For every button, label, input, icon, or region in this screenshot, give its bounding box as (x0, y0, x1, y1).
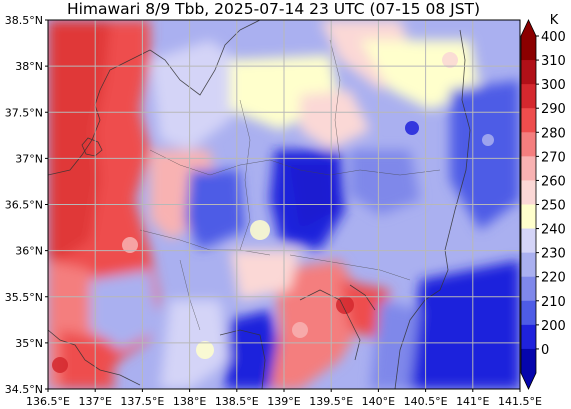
map-grid (48, 20, 520, 389)
colorbar-label: 210 (541, 295, 566, 310)
x-tick-label: 137°E (78, 395, 111, 408)
x-tick-label: 137.5°E (120, 395, 164, 408)
y-tick-label: 37.5°N (5, 106, 43, 119)
y-axis: 38.5°N 38°N 37.5°N 37°N 36.5°N 36°N 35.5°N 35°N… (5, 14, 48, 396)
x-tick-label: 139.5°E (309, 395, 353, 408)
colorbar-segment (521, 276, 536, 302)
colorbar: 400 310 300 290 280 270 260 250 240 230 220 210 200 0… (520, 13, 566, 390)
y-tick-label: 35.5°N (5, 291, 43, 304)
colorbar-label: 280 (541, 126, 566, 141)
colorbar-segment (521, 300, 536, 326)
colorbar-segment (521, 132, 536, 157)
colorbar-label: 400 (541, 30, 566, 45)
y-tick-label: 36.5°N (5, 199, 43, 212)
x-tick-label: 136.5°E (26, 395, 70, 408)
colorbar-label: 290 (541, 102, 566, 117)
x-tick-label: 140°E (362, 395, 395, 408)
colorbar-segment (521, 36, 536, 61)
colorbar-label: 250 (541, 199, 566, 214)
colorbar-label: 270 (541, 150, 566, 165)
colorbar-segment (521, 108, 536, 133)
colorbar-label: 200 (541, 319, 566, 334)
x-tick-label: 141°E (456, 395, 489, 408)
y-tick-label: 35°N (15, 337, 43, 350)
map-title: Himawari 8/9 Tbb, 2025-07-14 23 UTC (07-… (0, 0, 571, 18)
x-tick-label: 141.5°E (498, 395, 542, 408)
y-tick-label: 37°N (15, 152, 43, 165)
y-tick-label: 38.5°N (5, 14, 43, 27)
x-tick-label: 138°E (173, 395, 206, 408)
colorbar-unit: K (550, 13, 559, 28)
colorbar-segment (521, 252, 536, 278)
colorbar-label: 0 (541, 343, 549, 358)
colorbar-segment (521, 348, 536, 374)
y-tick-label: 34.5°N (5, 383, 43, 396)
x-tick-label: 140.5°E (404, 395, 448, 408)
colorbar-segment (521, 156, 536, 181)
colorbar-label: 240 (541, 223, 566, 238)
map-title-text: Himawari 8/9 Tbb, 2025-07-14 23 UTC (07-… (66, 0, 481, 18)
colorbar-label: 230 (541, 247, 566, 262)
colorbar-segment (521, 324, 536, 350)
colorbar-segment (521, 204, 536, 230)
x-axis: 136.5°E 137°E 137.5°E 138°E 138.5°E 139°E 139.… (26, 389, 542, 408)
x-tick-label: 139°E (267, 395, 300, 408)
colorbar-segment (521, 228, 536, 254)
y-tick-label: 38°N (15, 60, 43, 73)
y-tick-label: 36°N (15, 245, 43, 258)
colorbar-label: 260 (541, 174, 566, 189)
x-tick-label: 138.5°E (215, 395, 259, 408)
colorbar-segment (521, 180, 536, 205)
colorbar-label: 220 (541, 271, 566, 286)
colorbar-segment (521, 84, 536, 109)
colorbar-extend-min (521, 373, 536, 389)
colorbar-label: 300 (541, 78, 566, 93)
colorbar-segment (521, 60, 536, 85)
colorbar-label: 310 (541, 54, 566, 69)
colorbar-extend-max (521, 20, 536, 36)
